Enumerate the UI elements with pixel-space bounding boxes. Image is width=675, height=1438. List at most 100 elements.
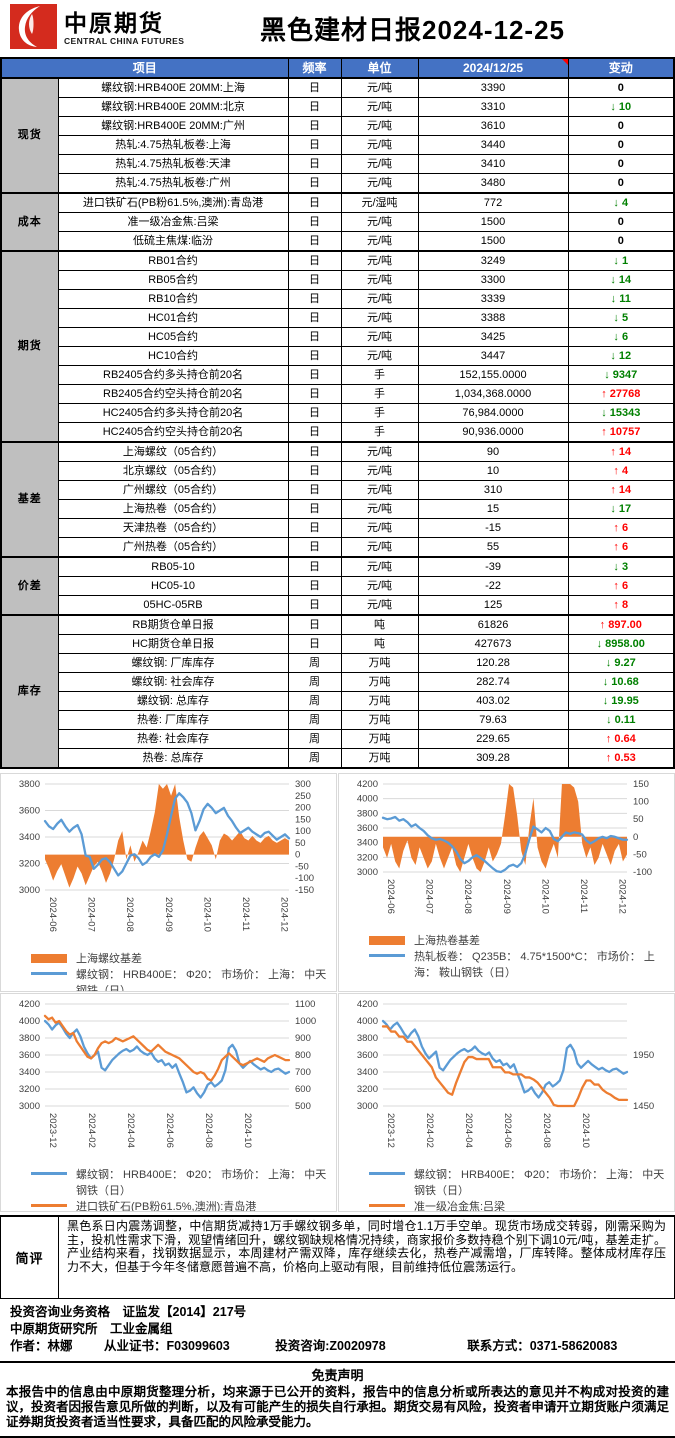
contact: 联系方式：0371-58620083 bbox=[467, 1339, 618, 1353]
table-row: 热卷: 社会库存周万吨 229.65 ↑ 0.64 bbox=[1, 729, 675, 749]
item-cell: 进口铁矿石(PB粉61.5%,澳洲):青岛港 bbox=[57, 192, 289, 213]
unit-cell: 元/吨 bbox=[340, 308, 419, 328]
freq-cell: 日 bbox=[287, 270, 342, 290]
flat-change: 0 bbox=[617, 234, 624, 247]
legend-label: 上海热卷基差 bbox=[414, 935, 480, 947]
table-row: 螺纹钢:HRB400E 20MM:广州日元/吨 3610 0 bbox=[1, 116, 675, 136]
qualification-line: 投资咨询业务资格 证监发【2014】217号 bbox=[10, 1305, 247, 1319]
item-cell: 05HC-05RB bbox=[57, 595, 289, 616]
flat-change: 0 bbox=[617, 138, 624, 151]
svg-text:1100: 1100 bbox=[295, 999, 315, 1010]
chart-plot-shanghai-rebar-basis: 3800 3600 3400 3200 3000 300250200150100500-5… bbox=[19, 779, 314, 932]
value-cell: -22 bbox=[417, 576, 569, 596]
advisory-cert: 投资咨询:Z0020978 bbox=[275, 1339, 386, 1353]
svg-text:0: 0 bbox=[295, 850, 300, 861]
line-swatch-icon bbox=[369, 1172, 405, 1175]
table-row: 螺纹钢: 总库存周万吨 403.02 ↓ 19.95 bbox=[1, 691, 675, 711]
change-cell: ↓ 0.11 bbox=[567, 710, 675, 730]
svg-text:100: 100 bbox=[295, 826, 311, 837]
freq-cell: 日 bbox=[287, 308, 342, 328]
area-swatch-icon bbox=[369, 936, 405, 945]
value-cell: 61826 bbox=[417, 614, 569, 635]
svg-text:2024-02: 2024-02 bbox=[424, 1113, 435, 1148]
legend-label: 上海螺纹基差 bbox=[76, 953, 142, 965]
value-cell: 310 bbox=[417, 480, 569, 500]
unit-cell: 元/吨 bbox=[340, 499, 419, 519]
logo-mark-icon bbox=[10, 3, 57, 54]
svg-text:2024-06: 2024-06 bbox=[47, 897, 58, 932]
item-cell: 热卷: 社会库存 bbox=[57, 729, 289, 749]
table-row: 05HC-05RB 日元/吨 125 ↑ 8 bbox=[1, 595, 675, 616]
unit-cell: 元/吨 bbox=[340, 441, 419, 462]
change-cell: ↑ 27768 bbox=[567, 384, 675, 404]
freq-cell: 日 bbox=[287, 154, 342, 174]
logo-cn: 中原期货 bbox=[64, 10, 164, 36]
down-arrow-change: ↓ 10 bbox=[610, 100, 632, 113]
freq-cell: 日 bbox=[287, 403, 342, 423]
svg-text:2024-02: 2024-02 bbox=[86, 1113, 97, 1148]
unit-cell: 元/吨 bbox=[340, 556, 419, 577]
value-cell: 427673 bbox=[417, 634, 569, 654]
unit-cell: 万吨 bbox=[340, 710, 419, 730]
unit-cell: 吨 bbox=[340, 614, 419, 635]
disclaimer-body: 本报告中的信息由中原期货整理分析，均来源于已公开的资料，报告中的信息分析或所表达… bbox=[6, 1385, 669, 1429]
unit-cell: 元/吨 bbox=[340, 270, 419, 290]
table-row: HC2405合约多头持仓前20名日手 76,984.0000 ↓ 15343 bbox=[1, 403, 675, 423]
svg-text:2024-10: 2024-10 bbox=[201, 897, 212, 932]
unit-cell: 手 bbox=[340, 384, 419, 404]
svg-text:2023-12: 2023-12 bbox=[385, 1113, 396, 1148]
freq-cell: 日 bbox=[287, 634, 342, 654]
freq-cell: 日 bbox=[287, 576, 342, 596]
legend-item: 上海热卷基差 bbox=[369, 933, 668, 949]
change-cell: ↓ 9.27 bbox=[567, 653, 675, 673]
svg-text:2024-04: 2024-04 bbox=[125, 1113, 136, 1148]
change-cell: 0 bbox=[567, 77, 675, 98]
svg-text:2024-06: 2024-06 bbox=[164, 1113, 175, 1148]
freq-cell: 周 bbox=[287, 672, 342, 692]
table-row: HC期货仓单日报日吨 427673 ↓ 8958.00 bbox=[1, 634, 675, 654]
svg-text:200: 200 bbox=[295, 803, 311, 814]
value-cell: 229.65 bbox=[417, 729, 569, 749]
unit-cell: 元/吨 bbox=[340, 173, 419, 194]
freq-cell: 日 bbox=[287, 212, 342, 232]
value-cell: 3447 bbox=[417, 346, 569, 366]
change-cell: ↓ 14 bbox=[567, 270, 675, 290]
svg-text:100: 100 bbox=[633, 797, 649, 808]
value-cell: 3425 bbox=[417, 327, 569, 347]
legend-item: 热轧板卷： Q235B： 4.75*1500*C： 市场价： 上海： 鞍山钢铁（… bbox=[369, 949, 668, 981]
value-cell: 55 bbox=[417, 537, 569, 558]
down-arrow-change: ↓ 11 bbox=[610, 292, 631, 305]
freq-cell: 日 bbox=[287, 384, 342, 404]
legend-item: 准一级冶金焦:吕梁 bbox=[369, 1199, 668, 1211]
svg-text:3000: 3000 bbox=[357, 867, 378, 878]
table-row: 期货 RB01合约日元/吨 3249 ↓ 1 bbox=[0, 250, 675, 443]
change-cell: ↑ 6 bbox=[567, 576, 675, 596]
legend-item: 上海螺纹基差 bbox=[31, 951, 330, 967]
freq-cell: 日 bbox=[287, 556, 342, 577]
change-cell: ↓ 12 bbox=[567, 346, 675, 366]
legend-label: 螺纹钢： HRB400E： Φ20： 市场价： 上海： 中天钢铁（日） bbox=[76, 969, 327, 992]
change-cell: 0 bbox=[567, 135, 675, 155]
freq-cell: 周 bbox=[287, 729, 342, 749]
change-cell: ↓ 3 bbox=[567, 556, 675, 577]
down-arrow-change: ↓ 8958.00 bbox=[596, 637, 645, 650]
svg-text:-100: -100 bbox=[295, 873, 314, 884]
up-arrow-change: ↑ 14 bbox=[610, 445, 632, 458]
item-cell: RB05-10 bbox=[57, 556, 289, 577]
line-swatch-icon bbox=[31, 1204, 67, 1207]
freq-cell: 日 bbox=[287, 480, 342, 500]
freq-cell: 日 bbox=[287, 135, 342, 155]
item-cell: 准一级冶金焦:吕梁 bbox=[57, 212, 289, 232]
col-header-date: 2024/12/25 bbox=[417, 57, 569, 79]
up-arrow-change: ↑ 27768 bbox=[601, 387, 641, 400]
unit-cell: 万吨 bbox=[340, 748, 419, 769]
table-row: HC2405合约空头持仓前20名日手 90,936.0000 ↑ 10757 bbox=[1, 422, 675, 443]
table-row: RB2405合约空头持仓前20名日手 1,034,368.0000 ↑ 27768 bbox=[1, 384, 675, 404]
value-cell: 3480 bbox=[417, 173, 569, 194]
unit-cell: 元/吨 bbox=[340, 250, 419, 271]
down-arrow-change: ↓ 17 bbox=[610, 502, 632, 515]
unit-cell: 元/吨 bbox=[340, 327, 419, 347]
group-label: 基差 bbox=[0, 441, 59, 558]
table-row: HC05-10 日元/吨 -22 ↑ 6 bbox=[1, 576, 675, 596]
freq-cell: 日 bbox=[287, 173, 342, 194]
